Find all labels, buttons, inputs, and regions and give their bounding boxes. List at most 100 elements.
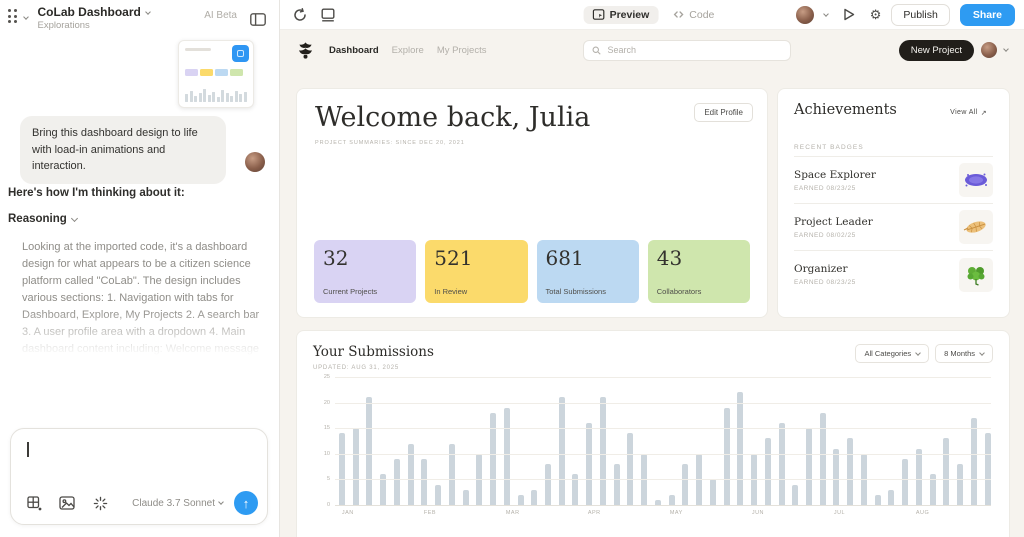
- reasoning-toggle[interactable]: Reasoning: [8, 213, 78, 225]
- project-title-row[interactable]: CoLab Dashboard: [38, 5, 151, 19]
- chart-bar: [943, 438, 950, 505]
- achievement-row-space-explorer[interactable]: Space Explorer EARNED 08/23/25: [794, 157, 993, 204]
- chart-bar: [970, 417, 977, 505]
- chart-xtick-label: MAY: [669, 510, 683, 516]
- stat-value: 32: [323, 246, 349, 270]
- chart-xtick-label: JUL: [833, 510, 846, 516]
- chart-bar: [709, 479, 716, 505]
- chart-bar: [421, 458, 428, 505]
- model-selector[interactable]: Claude 3.7 Sonnet: [132, 497, 224, 509]
- recent-badges-label: RECENT BADGES: [794, 144, 993, 157]
- chart-bar: [847, 438, 854, 505]
- chart-gridline: [335, 428, 991, 430]
- chart-ytick-label: 20: [323, 399, 330, 406]
- toolbar: Preview Code ⚙ Publish Share: [280, 0, 1024, 30]
- chart-bar: [627, 433, 634, 505]
- chart-bar: [352, 428, 359, 505]
- welcome-title: Welcome back, Julia: [315, 102, 591, 133]
- chart-bar: [490, 412, 497, 505]
- reasoning-text: Looking at the imported code, it's a das…: [22, 239, 262, 361]
- chart-bar: [503, 407, 510, 505]
- achievement-row-organizer[interactable]: Organizer EARNED 08/23/25: [794, 251, 993, 298]
- achievement-name: Organizer: [794, 263, 848, 275]
- image-attach-icon[interactable]: [56, 492, 78, 514]
- search-input[interactable]: Search: [583, 39, 792, 61]
- code-tab[interactable]: Code: [666, 6, 720, 24]
- stat-value: 43: [656, 246, 683, 270]
- chevron-down-icon: [22, 14, 29, 20]
- chart-x-axis: JAN FEB MAR APR MAY JUN JUL AUG: [335, 510, 991, 520]
- send-button[interactable]: ↑: [234, 491, 258, 515]
- stat-card-in-review[interactable]: 521 In Review: [425, 240, 528, 303]
- chart-bar: [380, 474, 387, 505]
- preview-tab[interactable]: Preview: [583, 5, 659, 24]
- dashboard-user-avatar[interactable]: [981, 42, 997, 58]
- tab-explore[interactable]: Explore: [391, 44, 424, 56]
- view-all-label: View All: [950, 109, 978, 116]
- range-filter-dropdown[interactable]: 8 Months: [935, 344, 993, 363]
- category-filter-label: All Categories: [864, 349, 912, 358]
- chart-gridline: [335, 453, 991, 455]
- submissions-title: Your Submissions: [313, 344, 434, 360]
- text-caret: [27, 442, 29, 457]
- submissions-bar-chart: 0 5 10 15 20 25 JAN FEB MAR APR MAY JUN JUL AUG: [313, 374, 993, 533]
- chart-bar: [778, 423, 785, 505]
- chat-panel: CoLab Dashboard Explorations AI Beta Bri…: [0, 0, 280, 537]
- arrow-ne-icon: ↗: [980, 109, 987, 117]
- stat-label: Current Projects: [323, 287, 378, 296]
- chat-thumbnail-image[interactable]: [178, 40, 254, 108]
- achievement-earned-date: EARNED 08/23/25: [794, 279, 856, 286]
- sparkle-icon[interactable]: [89, 492, 111, 514]
- chart-bar: [366, 397, 373, 505]
- chart-bar: [723, 407, 730, 505]
- category-filter-dropdown[interactable]: All Categories: [855, 344, 930, 363]
- chart-bar: [805, 428, 812, 505]
- chevron-down-icon: [1003, 46, 1009, 52]
- thumbnail-stat-chips: [185, 69, 243, 76]
- chart-bar: [792, 484, 799, 505]
- insert-block-icon[interactable]: [23, 492, 45, 514]
- view-all-link[interactable]: View All ↗: [944, 108, 993, 118]
- tab-my-projects[interactable]: My Projects: [436, 44, 487, 56]
- submissions-updated: UPDATED: AUG 31, 2025: [313, 365, 400, 371]
- reasoning-label: Reasoning: [8, 213, 67, 225]
- share-button[interactable]: Share: [959, 3, 1015, 26]
- chart-bar: [915, 448, 922, 505]
- account-avatar[interactable]: [795, 5, 814, 24]
- stat-card-collaborators[interactable]: 43 Collaborators: [647, 240, 750, 303]
- colab-logo-icon[interactable]: [296, 41, 315, 60]
- preview-canvas: Dashboard Explore My Projects Search New…: [280, 30, 1024, 537]
- project-subtitle: Explorations: [37, 20, 90, 32]
- gear-icon[interactable]: ⚙: [869, 7, 882, 22]
- chart-bar: [339, 433, 345, 505]
- device-preview-icon[interactable]: [317, 4, 339, 26]
- edit-profile-button[interactable]: Edit Profile: [694, 103, 753, 122]
- chart-bar: [586, 423, 593, 505]
- welcome-card: Welcome back, Julia PROJECT SUMMARIES: S…: [296, 88, 768, 318]
- chart-xtick-label: MAR: [505, 510, 520, 516]
- chart-ytick-label: 0: [326, 502, 330, 508]
- chart-bar: [682, 464, 689, 505]
- tab-dashboard[interactable]: Dashboard: [329, 44, 379, 56]
- refresh-icon[interactable]: [289, 4, 311, 26]
- chat-composer[interactable]: Claude 3.7 Sonnet ↑: [10, 428, 268, 525]
- chart-bar: [572, 474, 579, 505]
- chart-bar: [902, 458, 909, 505]
- play-icon[interactable]: [838, 4, 860, 26]
- achievement-row-project-leader[interactable]: Project Leader EARNED 08/02/25: [794, 204, 993, 251]
- stat-card-total-submissions[interactable]: 681 Total Submissions: [536, 240, 639, 303]
- publish-button[interactable]: Publish: [891, 3, 950, 26]
- chart-bar: [654, 499, 661, 505]
- chart-xtick-label: JUN: [751, 510, 765, 516]
- model-label: Claude 3.7 Sonnet: [132, 497, 215, 509]
- stat-card-current-projects[interactable]: 32 Current Projects: [314, 240, 417, 303]
- dashboard-nav: Dashboard Explore My Projects Search New…: [280, 30, 1024, 66]
- chart-bar: [613, 464, 620, 505]
- achievement-earned-date: EARNED 08/02/25: [794, 231, 856, 239]
- app-menu-icon[interactable]: [8, 9, 18, 24]
- chart-bar: [984, 433, 991, 505]
- user-avatar[interactable]: [245, 152, 265, 172]
- panel-toggle-icon[interactable]: [247, 8, 269, 30]
- chart-ytick-label: 15: [323, 425, 330, 432]
- new-project-button[interactable]: New Project: [898, 39, 974, 61]
